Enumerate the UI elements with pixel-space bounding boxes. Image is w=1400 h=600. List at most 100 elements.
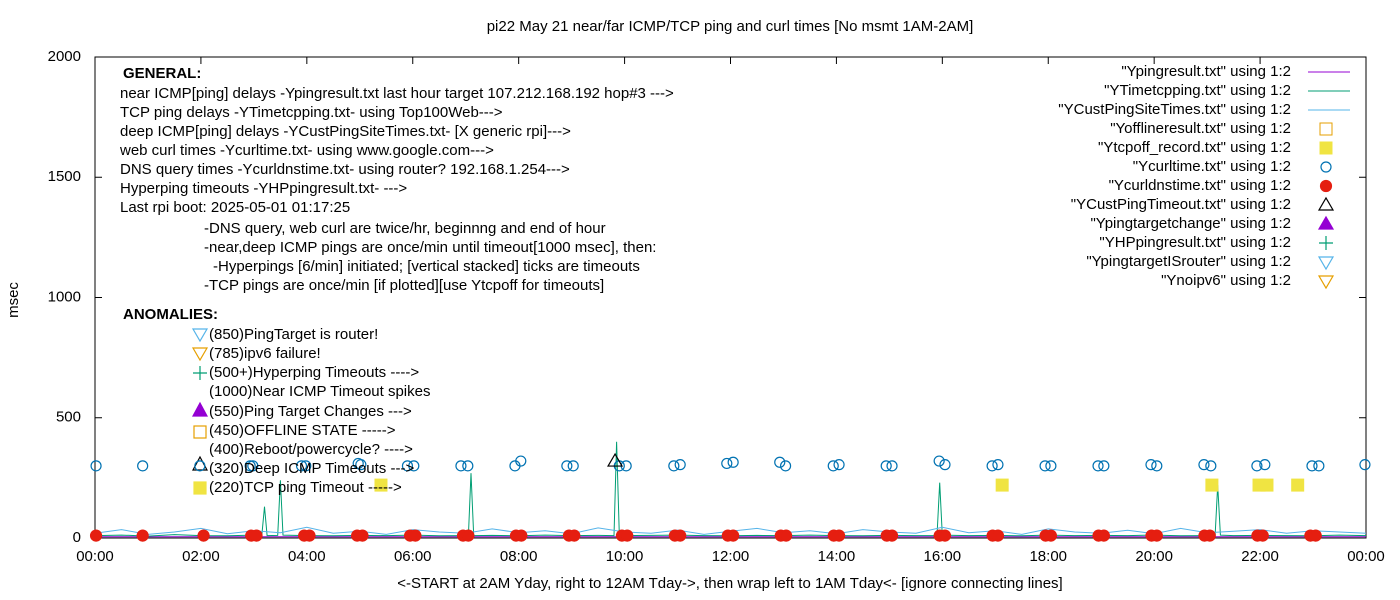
series-line bbox=[94, 441, 1367, 537]
annotation: web curl times -Ycurltime.txt- using www… bbox=[119, 142, 494, 159]
marker bbox=[668, 460, 680, 472]
annotation: Hyperping timeouts -YHPpingresult.txt- -… bbox=[120, 180, 407, 197]
marker bbox=[515, 529, 528, 542]
marker bbox=[408, 460, 420, 472]
legend-label: "Ynoipv6" using 1:2 bbox=[1161, 272, 1291, 289]
marker bbox=[1359, 459, 1371, 471]
marker bbox=[137, 460, 149, 472]
marker bbox=[1145, 459, 1157, 471]
annotation: (1000)Near ICMP Timeout spikes bbox=[209, 383, 430, 400]
annotation: ANOMALIES: bbox=[123, 306, 218, 323]
marker bbox=[1098, 460, 1110, 472]
chart-title: pi22 May 21 near/far ICMP/TCP ping and c… bbox=[487, 18, 974, 35]
marker bbox=[355, 459, 367, 471]
annotation: near ICMP[ping] delays -Ypingresult.txt … bbox=[120, 85, 674, 102]
marker bbox=[247, 460, 259, 472]
y-tick-label: 2000 bbox=[48, 48, 81, 65]
legend-swatch bbox=[1320, 161, 1332, 173]
annotation: Last rpi boot: 2025-05-01 01:17:25 bbox=[120, 199, 350, 216]
x-tick-label: 12:00 bbox=[712, 548, 750, 565]
annotation: -Hyperpings [6/min] initiated; [vertical… bbox=[213, 258, 640, 275]
marker bbox=[774, 456, 786, 468]
marker bbox=[1039, 460, 1051, 472]
icon-ipv6 bbox=[191, 347, 209, 362]
annotation-icons bbox=[191, 328, 209, 495]
legend-swatch bbox=[1319, 236, 1333, 250]
annotation: GENERAL: bbox=[123, 65, 201, 82]
annotation: (320)Deep ICMP Timeouts ---> bbox=[209, 460, 414, 477]
marker bbox=[1150, 529, 1163, 542]
marker bbox=[995, 478, 1009, 492]
legend-label: "Yofflineresult.txt" using 1:2 bbox=[1110, 120, 1291, 137]
marker bbox=[1151, 460, 1163, 472]
annotation: (220)TCP ping Timeout -----> bbox=[209, 479, 402, 496]
marker bbox=[250, 529, 263, 542]
marker bbox=[197, 529, 210, 542]
marker bbox=[1313, 460, 1325, 472]
marker bbox=[986, 460, 998, 472]
legend-label: "YHPpingresult.txt" using 1:2 bbox=[1099, 234, 1291, 251]
annotation: DNS query times -Ycurldnstime.txt- using… bbox=[120, 161, 570, 178]
y-tick-label: 1000 bbox=[48, 288, 81, 305]
icon-deep-timeout bbox=[191, 455, 209, 471]
marker bbox=[1092, 460, 1104, 472]
marker bbox=[674, 529, 687, 542]
marker bbox=[194, 460, 206, 472]
y-axis-label: msec bbox=[5, 282, 22, 318]
legend-label: "YCustPingSiteTimes.txt" using 1:2 bbox=[1058, 101, 1291, 118]
x-tick-label: 14:00 bbox=[818, 548, 856, 565]
marker bbox=[303, 529, 316, 542]
annotation: (550)Ping Target Changes ---> bbox=[209, 403, 412, 420]
marker bbox=[721, 457, 733, 470]
marker bbox=[568, 529, 581, 542]
marker bbox=[992, 459, 1004, 471]
annotation: (850)PingTarget is router! bbox=[209, 326, 378, 343]
marker bbox=[356, 529, 369, 542]
y-tick-label: 1500 bbox=[48, 168, 81, 185]
x-tick-label: 20:00 bbox=[1135, 548, 1173, 565]
icon-tcp-timeout bbox=[193, 481, 207, 495]
icon-router bbox=[191, 328, 209, 343]
marker bbox=[939, 459, 951, 471]
marker bbox=[621, 529, 634, 542]
marker bbox=[885, 529, 899, 542]
x-axis-label: <-START at 2AM Yday, right to 12AM Tday-… bbox=[397, 575, 1062, 592]
marker bbox=[567, 460, 579, 472]
marker bbox=[515, 455, 527, 467]
x-tick-label: 04:00 bbox=[288, 548, 326, 565]
marker bbox=[295, 460, 308, 472]
marker bbox=[1309, 529, 1322, 542]
x-tick-label: 10:00 bbox=[606, 548, 644, 565]
marker bbox=[833, 459, 845, 471]
icon-offline bbox=[193, 425, 207, 439]
x-tick-label: 06:00 bbox=[394, 548, 432, 565]
legend-swatch bbox=[1317, 215, 1335, 230]
marker bbox=[136, 529, 149, 542]
annotation: deep ICMP[ping] delays -YCustPingSiteTim… bbox=[120, 123, 571, 140]
legend-swatch bbox=[1319, 122, 1333, 136]
marker bbox=[1256, 529, 1269, 542]
x-tick-label: 22:00 bbox=[1241, 548, 1279, 565]
legend-swatch bbox=[1317, 196, 1335, 211]
marker bbox=[1203, 529, 1216, 542]
legend-label: "Ytcpoff_record.txt" using 1:2 bbox=[1098, 139, 1291, 156]
marker bbox=[620, 460, 632, 472]
y-tick-label: 0 bbox=[73, 529, 81, 546]
annotation: (500+)Hyperping Timeouts ----> bbox=[209, 364, 419, 381]
annotation: -near,deep ICMP pings are once/min until… bbox=[204, 239, 656, 256]
annotation: TCP ping delays -YTimetcpping.txt- using… bbox=[120, 104, 503, 121]
marker bbox=[90, 460, 102, 472]
marker bbox=[727, 456, 739, 468]
marker bbox=[1260, 478, 1274, 492]
annotation: (785)ipv6 failure! bbox=[209, 345, 321, 362]
legend-label: "Ycurldnstime.txt" using 1:2 bbox=[1109, 177, 1291, 194]
legend-label: "Ypingtargetchange" using 1:2 bbox=[1090, 215, 1291, 232]
marker bbox=[401, 460, 414, 472]
marker bbox=[827, 460, 839, 472]
marker bbox=[886, 460, 898, 472]
x-tick-label: 16:00 bbox=[924, 548, 962, 565]
x-tick-label: 00:00 bbox=[1347, 548, 1385, 565]
marker bbox=[1306, 460, 1318, 472]
legend-label: "Ypingresult.txt" using 1:2 bbox=[1121, 63, 1291, 80]
